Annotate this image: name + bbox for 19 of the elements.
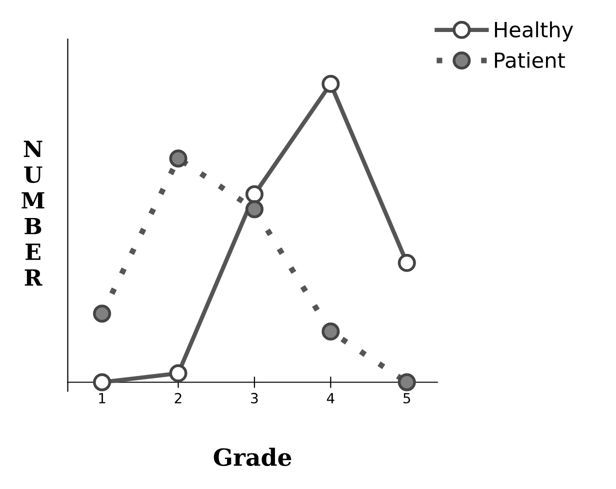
x-tick-label: 3	[251, 392, 258, 404]
point	[245, 185, 264, 204]
point	[169, 149, 188, 168]
x-axis-title: Grade	[214, 448, 292, 466]
x-tick-label: 1	[99, 393, 106, 404]
point	[398, 254, 416, 272]
legend-label: Healthy	[494, 21, 574, 42]
x-tick-label: 4	[326, 393, 334, 404]
x-tick-label: 2	[174, 392, 182, 404]
legend-label: Patient	[494, 52, 565, 68]
point	[245, 200, 264, 218]
point	[93, 373, 112, 392]
point	[322, 74, 340, 93]
x-tick-label: 5	[404, 393, 410, 404]
point	[322, 322, 340, 341]
point	[93, 304, 112, 323]
point	[398, 373, 416, 392]
y-axis-title: NUMBER	[22, 140, 44, 286]
point	[169, 364, 188, 382]
